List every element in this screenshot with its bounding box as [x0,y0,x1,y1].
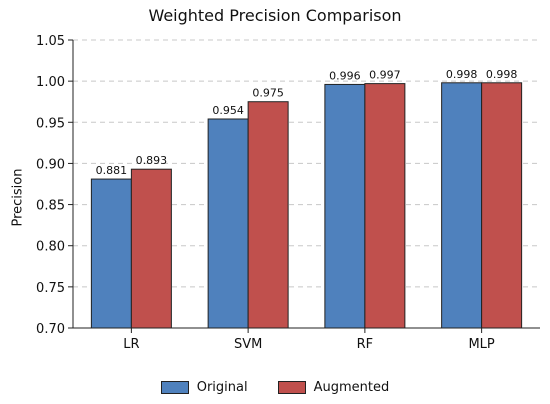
x-tick-label: LR [123,337,139,352]
bar-augmented-lr [130,168,172,329]
x-tick-label: RF [357,337,374,352]
data-label: 0.975 [252,87,284,100]
legend: Original Augmented [0,380,550,395]
data-label: 0.893 [136,154,168,167]
legend-swatch-augmented [277,381,306,394]
legend-item-original: Original [160,380,248,395]
y-tick-label: 0.95 [36,116,65,131]
data-label: 0.881 [96,164,128,177]
y-tick-label: 0.75 [36,281,65,296]
chart-title: Weighted Precision Comparison [148,6,402,25]
data-label: 0.954 [212,104,244,117]
y-tick-label: 0.85 [36,199,65,214]
data-label: 0.997 [369,69,401,82]
bar-original-svm [207,118,249,329]
legend-item-augmented: Augmented [277,380,390,395]
bar-original-mlp [441,82,483,329]
bar-augmented-svm [247,101,289,329]
data-label: 0.998 [486,68,518,81]
y-tick-label: 0.90 [36,157,65,172]
legend-label-original: Original [196,380,248,395]
bar-original-rf [324,83,366,329]
bar-augmented-rf [364,83,406,329]
y-tick-label: 0.70 [36,322,65,337]
bar-original-lr [90,178,132,329]
legend-label-augmented: Augmented [313,380,390,395]
data-label: 0.998 [446,68,478,81]
bar-augmented-mlp [481,82,523,329]
y-tick-label: 0.80 [36,240,65,255]
y-tick-label: 1.00 [36,75,65,90]
legend-swatch-original [160,381,189,394]
x-tick-label: SVM [234,337,262,352]
x-tick-label: MLP [468,337,494,352]
data-label: 0.996 [329,69,361,82]
y-tick-label: 1.05 [36,34,65,49]
